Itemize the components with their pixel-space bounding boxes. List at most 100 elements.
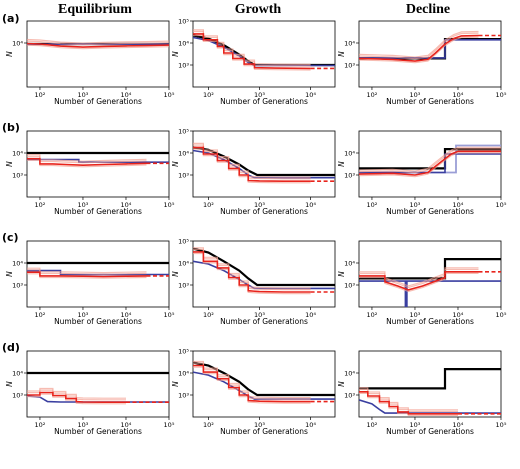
red-replicate-line xyxy=(359,148,501,174)
y-tick-label: 10⁵ xyxy=(178,127,189,135)
red-replicate-line xyxy=(193,360,311,399)
y-axis-label: N xyxy=(5,381,14,387)
red-replicate-line xyxy=(27,40,169,46)
series-group xyxy=(27,151,169,168)
y-axis-label: N xyxy=(337,51,346,57)
x-tick-label: 10⁴ xyxy=(121,201,132,209)
y-axis-label: N xyxy=(5,161,14,167)
x-tick-label: 10² xyxy=(203,91,214,99)
red-estimate-line xyxy=(359,270,479,291)
x-axis-label: Number of Generations xyxy=(220,427,308,436)
red-estimate-line xyxy=(27,391,126,404)
y-tick-label: 10³ xyxy=(344,281,355,289)
x-tick-label: 10³ xyxy=(78,201,89,209)
x-axis-label: Number of Generations xyxy=(386,97,474,106)
x-axis-label: Number of Generations xyxy=(386,317,474,326)
red-replicate-line xyxy=(193,29,311,65)
x-axis-label: Number of Generations xyxy=(220,207,308,216)
x-tick-label: 10² xyxy=(203,311,214,319)
x-tick-label: 10² xyxy=(367,421,378,429)
red-replicate-line xyxy=(193,362,311,400)
series-group xyxy=(359,368,501,416)
red-replicate-line xyxy=(359,388,458,412)
plot-area xyxy=(192,350,336,418)
y-tick-label: 10⁴ xyxy=(344,149,355,157)
series-group xyxy=(193,29,335,71)
y-axis-label: N xyxy=(5,271,14,277)
y-axis-label: N xyxy=(171,51,180,57)
series-group xyxy=(359,144,501,178)
x-tick-label: 10³ xyxy=(254,421,265,429)
x-axis-label: Number of Generations xyxy=(220,317,308,326)
x-tick-label: 10² xyxy=(35,421,46,429)
y-tick-label: 10⁴ xyxy=(344,259,355,267)
y-tick-label: 10³ xyxy=(178,281,189,289)
series-group xyxy=(193,247,335,295)
y-tick-label: 10³ xyxy=(178,171,189,179)
red-replicate-line xyxy=(359,267,479,287)
x-tick-label: 10⁴ xyxy=(121,91,132,99)
y-tick-label: 10⁴ xyxy=(12,369,23,377)
plot-area xyxy=(26,20,170,88)
x-axis-label: Number of Generations xyxy=(54,427,142,436)
series-group xyxy=(27,261,169,279)
true-history-line xyxy=(193,146,335,177)
x-tick-label: 10⁵ xyxy=(496,421,507,429)
x-tick-label: 10³ xyxy=(78,311,89,319)
x-tick-label: 10⁵ xyxy=(496,311,507,319)
x-tick-label: 10² xyxy=(35,201,46,209)
y-tick-label: 10⁴ xyxy=(12,39,23,47)
y-axis-label: N xyxy=(5,51,14,57)
column-title-equilibrium: Equilibrium xyxy=(58,2,132,17)
x-tick-label: 10² xyxy=(35,91,46,99)
true-history-line xyxy=(359,368,501,390)
x-tick-label: 10³ xyxy=(254,91,265,99)
y-tick-label: 10⁴ xyxy=(344,369,355,377)
x-axis-label: Number of Generations xyxy=(386,427,474,436)
x-tick-label: 10⁴ xyxy=(305,421,316,429)
x-tick-label: 10² xyxy=(203,421,214,429)
y-tick-label: 10⁴ xyxy=(178,369,189,377)
red-estimate-line xyxy=(359,150,501,176)
x-tick-label: 10⁴ xyxy=(305,311,316,319)
x-tick-label: 10² xyxy=(203,201,214,209)
y-tick-label: 10⁵ xyxy=(178,17,189,25)
red-estimate-line xyxy=(359,34,479,62)
y-axis-label: N xyxy=(337,161,346,167)
x-tick-label: 10⁵ xyxy=(164,421,175,429)
true-history-line xyxy=(193,361,335,397)
red-replicate-line xyxy=(193,247,311,289)
y-tick-label: 10⁴ xyxy=(178,39,189,47)
series-group xyxy=(27,38,169,50)
x-tick-label: 10⁵ xyxy=(496,91,507,99)
true-history-line xyxy=(193,247,335,287)
column-title-decline: Decline xyxy=(406,2,450,17)
red-replicate-line xyxy=(359,36,479,64)
red-replicate-line xyxy=(27,267,147,274)
red-estimate-line xyxy=(193,364,311,403)
x-tick-label: 10⁵ xyxy=(164,201,175,209)
y-tick-label: 10⁵ xyxy=(178,347,189,355)
x-tick-label: 10⁴ xyxy=(121,311,132,319)
red-estimate-line xyxy=(27,42,169,48)
red-replicate-line xyxy=(359,152,501,178)
red-replicate-line xyxy=(193,366,311,404)
x-axis-label: Number of Generations xyxy=(54,207,142,216)
x-axis-label: Number of Generations xyxy=(220,97,308,106)
row-label-c: (c) xyxy=(2,231,19,244)
red-replicate-line xyxy=(193,252,311,295)
y-tick-label: 10³ xyxy=(12,281,23,289)
row-label-b: (b) xyxy=(2,121,20,134)
row-label-d: (d) xyxy=(2,341,20,354)
x-tick-label: 10⁵ xyxy=(496,201,507,209)
red-estimate-line xyxy=(359,390,458,415)
red-replicate-line xyxy=(193,144,311,180)
x-tick-label: 10⁴ xyxy=(453,421,464,429)
y-axis-label: N xyxy=(171,381,180,387)
red-replicate-line xyxy=(193,248,311,291)
x-tick-label: 10³ xyxy=(78,421,89,429)
